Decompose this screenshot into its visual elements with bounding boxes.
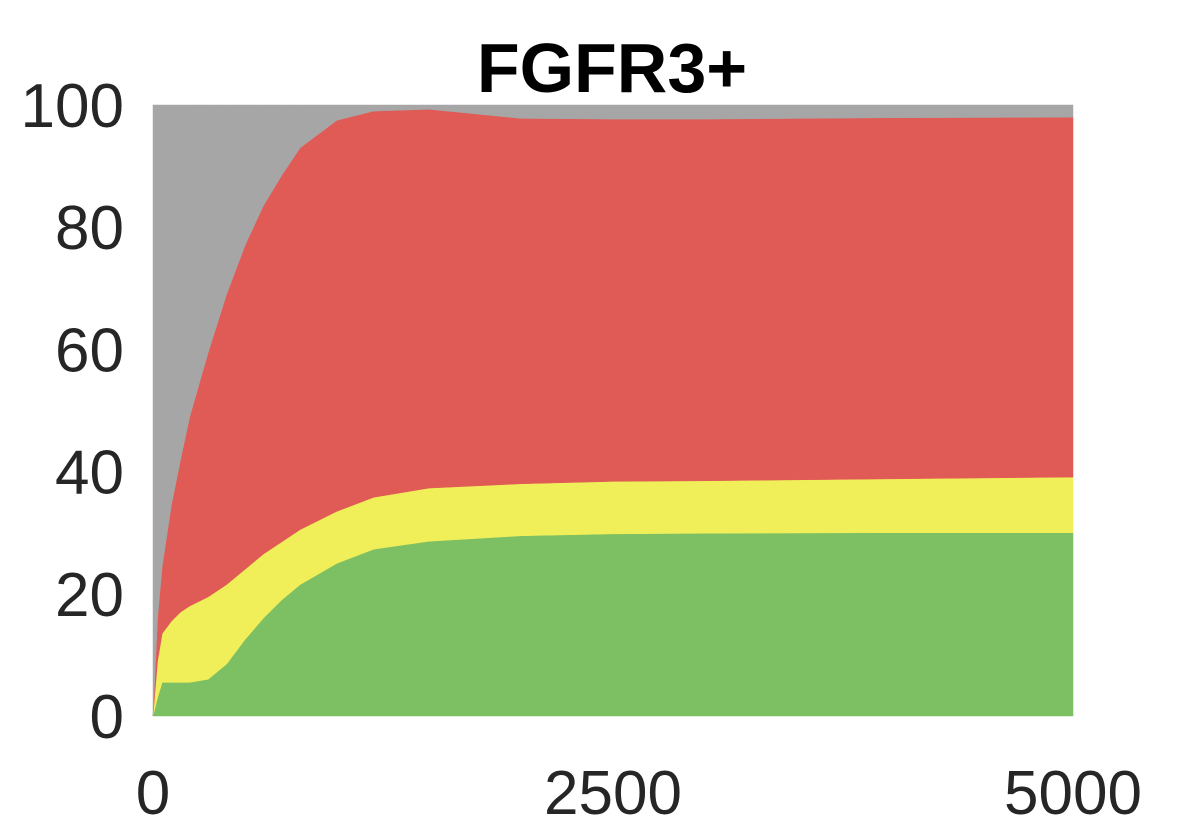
plot-area (152, 104, 1074, 717)
x-tick-label: 5000 (1004, 759, 1142, 827)
x-tick-label: 0 (136, 759, 170, 827)
area-series-4 (152, 104, 1074, 717)
y-axis-ticks: 0 20 40 60 80 100 (21, 72, 124, 752)
y-tick-label: 80 (55, 194, 124, 263)
x-axis-ticks: 0 2500 5000 (136, 759, 1142, 827)
y-tick-label: 20 (55, 561, 124, 630)
y-tick-label: 60 (55, 316, 124, 385)
y-tick-label: 0 (90, 683, 124, 752)
y-tick-label: 40 (55, 439, 124, 508)
x-tick-label: 2500 (544, 759, 682, 827)
chart-title: FGFR3+ (477, 29, 747, 107)
y-tick-label: 100 (21, 72, 124, 141)
